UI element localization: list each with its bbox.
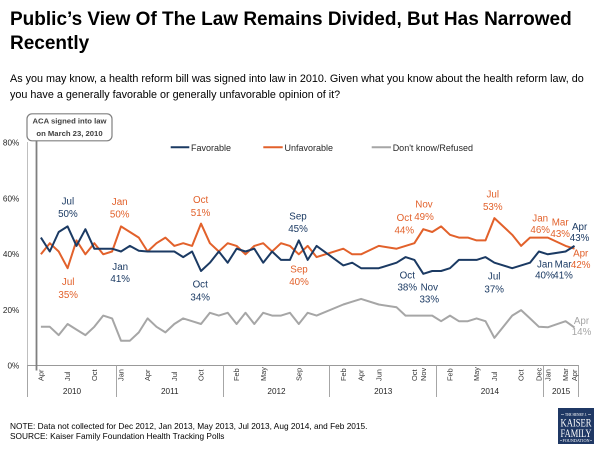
svg-text:Jan: Jan bbox=[117, 369, 126, 381]
svg-text:41%: 41% bbox=[553, 271, 573, 282]
svg-text:80%: 80% bbox=[3, 139, 19, 148]
svg-text:Nov: Nov bbox=[419, 368, 428, 381]
svg-text:53%: 53% bbox=[483, 202, 503, 213]
svg-text:Feb: Feb bbox=[339, 368, 348, 381]
svg-text:Jul: Jul bbox=[170, 371, 179, 381]
svg-text:49%: 49% bbox=[414, 212, 434, 223]
svg-text:33%: 33% bbox=[419, 295, 439, 306]
svg-text:Jan: Jan bbox=[543, 369, 552, 381]
svg-text:Oct: Oct bbox=[197, 370, 206, 382]
svg-text:2013: 2013 bbox=[374, 387, 393, 396]
svg-text:Apr: Apr bbox=[572, 222, 588, 233]
svg-text:Sep: Sep bbox=[290, 265, 308, 276]
svg-text:40%: 40% bbox=[3, 250, 19, 259]
svg-text:Jul: Jul bbox=[490, 371, 499, 381]
svg-text:Dec: Dec bbox=[535, 368, 544, 381]
svg-text:40%: 40% bbox=[289, 277, 309, 288]
svg-text:Feb: Feb bbox=[232, 368, 241, 381]
svg-text:44%: 44% bbox=[394, 225, 414, 236]
svg-text:0%: 0% bbox=[7, 362, 19, 371]
svg-text:Jan: Jan bbox=[112, 197, 128, 208]
svg-text:FAMILY: FAMILY bbox=[561, 428, 593, 440]
svg-text:2010: 2010 bbox=[63, 387, 82, 396]
svg-text:Unfavorable: Unfavorable bbox=[285, 143, 334, 153]
svg-text:34%: 34% bbox=[190, 293, 210, 304]
svg-text:Apr: Apr bbox=[573, 249, 589, 260]
svg-text:Apr: Apr bbox=[357, 369, 366, 381]
svg-text:Jun: Jun bbox=[374, 369, 383, 381]
svg-text:Don't know/Refused: Don't know/Refused bbox=[393, 143, 473, 153]
svg-text:46%: 46% bbox=[530, 225, 550, 236]
svg-text:ACA signed into law: ACA signed into law bbox=[32, 117, 106, 126]
svg-text:60%: 60% bbox=[3, 194, 19, 203]
svg-text:14%: 14% bbox=[572, 327, 592, 338]
svg-text:Jul: Jul bbox=[62, 197, 75, 208]
svg-text:Sep: Sep bbox=[294, 368, 303, 381]
svg-text:38%: 38% bbox=[397, 283, 417, 294]
svg-text:Apr: Apr bbox=[37, 369, 46, 381]
svg-text:50%: 50% bbox=[110, 210, 130, 221]
svg-text:2012: 2012 bbox=[267, 387, 286, 396]
svg-text:51%: 51% bbox=[191, 208, 211, 219]
svg-text:Oct: Oct bbox=[397, 213, 413, 224]
svg-text:35%: 35% bbox=[58, 290, 78, 301]
svg-text:Oct: Oct bbox=[400, 271, 416, 282]
svg-text:40%: 40% bbox=[535, 271, 555, 282]
svg-text:Apr: Apr bbox=[570, 369, 579, 381]
svg-text:FOUNDATION: FOUNDATION bbox=[563, 438, 591, 443]
svg-text:Jul: Jul bbox=[62, 277, 75, 288]
svg-text:Nov: Nov bbox=[421, 283, 439, 294]
svg-text:Mar: Mar bbox=[555, 259, 573, 270]
svg-text:Sep: Sep bbox=[289, 212, 307, 223]
svg-text:2015: 2015 bbox=[552, 387, 571, 396]
svg-text:Jan: Jan bbox=[112, 262, 128, 273]
svg-text:Oct: Oct bbox=[193, 279, 209, 290]
svg-text:Favorable: Favorable bbox=[191, 143, 231, 153]
svg-text:THE HENRY J.: THE HENRY J. bbox=[565, 412, 587, 417]
svg-text:Jul: Jul bbox=[63, 371, 72, 381]
svg-text:May: May bbox=[472, 367, 481, 381]
svg-text:May: May bbox=[259, 367, 268, 381]
svg-text:43%: 43% bbox=[550, 229, 570, 240]
svg-text:Oct: Oct bbox=[193, 195, 209, 206]
svg-text:Jan: Jan bbox=[532, 214, 548, 225]
svg-text:Oct: Oct bbox=[517, 370, 526, 382]
svg-text:Jul: Jul bbox=[487, 189, 500, 200]
svg-text:43%: 43% bbox=[570, 233, 590, 244]
svg-text:42%: 42% bbox=[571, 260, 591, 271]
svg-text:20%: 20% bbox=[3, 306, 19, 315]
svg-text:Apr: Apr bbox=[143, 369, 152, 381]
svg-text:Jan: Jan bbox=[537, 259, 553, 270]
svg-text:Apr: Apr bbox=[574, 316, 590, 327]
svg-text:Mar: Mar bbox=[552, 217, 570, 228]
svg-text:KAISER: KAISER bbox=[561, 418, 592, 430]
svg-text:Nov: Nov bbox=[415, 200, 433, 211]
svg-text:Jul: Jul bbox=[488, 272, 501, 283]
svg-text:2014: 2014 bbox=[481, 387, 500, 396]
svg-text:Feb: Feb bbox=[446, 368, 455, 381]
svg-text:37%: 37% bbox=[484, 285, 504, 296]
svg-text:41%: 41% bbox=[110, 274, 130, 285]
svg-text:2011: 2011 bbox=[161, 387, 179, 396]
svg-text:50%: 50% bbox=[58, 209, 78, 220]
svg-text:Oct: Oct bbox=[410, 370, 419, 382]
svg-text:Oct: Oct bbox=[90, 370, 99, 382]
svg-text:Mar: Mar bbox=[561, 368, 570, 381]
svg-text:on March 23, 2010: on March 23, 2010 bbox=[36, 129, 102, 138]
svg-text:45%: 45% bbox=[288, 224, 308, 235]
